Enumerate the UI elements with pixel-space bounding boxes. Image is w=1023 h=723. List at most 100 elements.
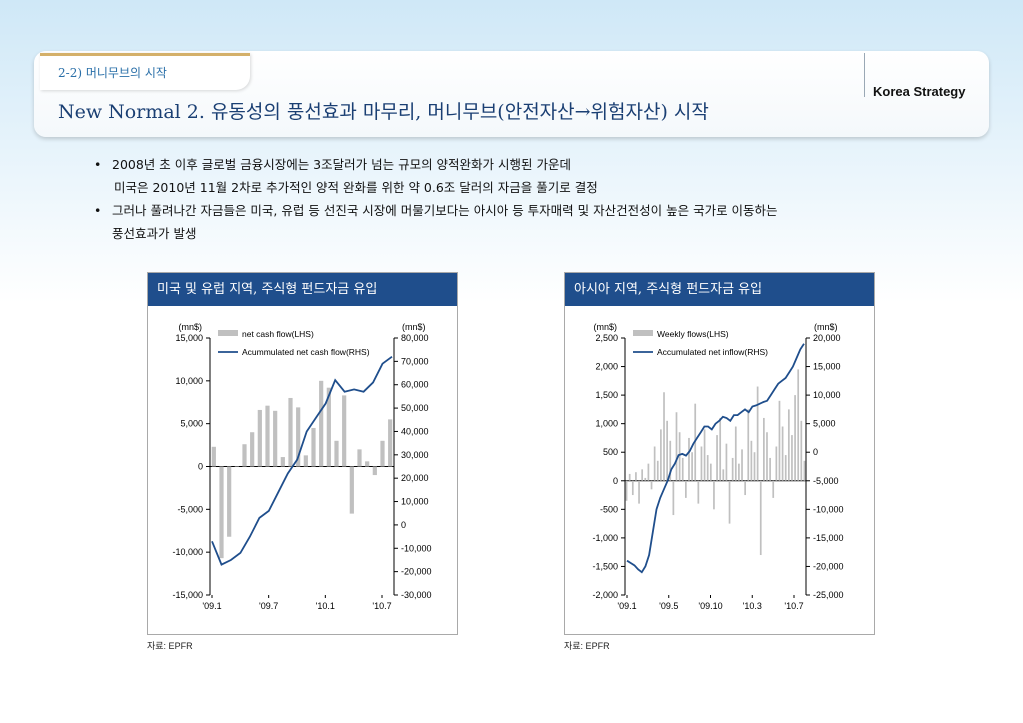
- bar: [747, 409, 750, 481]
- bar: [731, 457, 734, 481]
- section-tab: [40, 53, 250, 90]
- bar: [296, 407, 301, 467]
- bar: [326, 387, 331, 467]
- y-right-tick-label: -15,000: [813, 533, 844, 543]
- bar: [303, 455, 308, 467]
- header-divider: [864, 53, 865, 97]
- page-title: New Normal 2. 유동성의 풍선효과 마무리, 머니무브(안전자산→위…: [58, 101, 709, 123]
- bar: [653, 446, 656, 481]
- bar: [349, 466, 354, 514]
- bullet-list: • 2008년 초 이후 글로벌 금융시장에는 3조달러가 넘는 규모의 양적완…: [94, 153, 974, 245]
- bar: [666, 420, 668, 481]
- y-left-tick-label: 5,000: [180, 419, 203, 429]
- bar: [784, 455, 787, 481]
- y-right-tick-label: 0: [401, 520, 406, 530]
- bar: [775, 446, 778, 481]
- y-left-tick-label: 0: [198, 462, 203, 472]
- bar: [766, 432, 768, 481]
- bar: [242, 444, 247, 467]
- source-note: 자료: EPFR: [564, 641, 610, 651]
- bar: [787, 409, 790, 481]
- bullet-line: 그러나 풀려나간 자금들은 미국, 유럽 등 선진국 시장에 머물기보다는 아시…: [112, 203, 778, 218]
- y-right-tick-label: 20,000: [401, 473, 429, 483]
- bar: [728, 480, 731, 524]
- bar: [227, 466, 232, 537]
- x-tick-label: '09.5: [659, 601, 678, 611]
- bar: [719, 417, 722, 481]
- bar: [638, 480, 640, 504]
- bar: [769, 457, 771, 481]
- bar: [684, 480, 687, 498]
- bar: [744, 480, 747, 496]
- bar: [273, 410, 278, 467]
- bar: [265, 405, 270, 467]
- bar: [288, 397, 293, 467]
- legend-label: Accumulated net inflow(RHS): [657, 347, 768, 357]
- bar: [713, 480, 715, 510]
- y-right-unit: (mn$): [814, 322, 838, 332]
- bar: [669, 440, 672, 481]
- y-right-tick-label: 60,000: [401, 380, 429, 390]
- bar: [663, 392, 665, 481]
- bar: [319, 380, 324, 467]
- bar: [342, 395, 347, 467]
- x-tick-label: '09.1: [617, 601, 636, 611]
- bar: [380, 440, 385, 467]
- bar: [706, 455, 709, 481]
- bar: [234, 466, 239, 467]
- y-left-tick-label: -2,000: [592, 590, 618, 600]
- y-right-tick-label: -5,000: [813, 476, 839, 486]
- y-right-tick-label: -20,000: [813, 561, 844, 571]
- bar: [759, 480, 762, 556]
- bar: [697, 480, 700, 504]
- bar: [650, 480, 653, 490]
- y-left-tick-label: -5,000: [177, 504, 203, 514]
- bar: [656, 460, 659, 481]
- bar: [791, 435, 793, 481]
- bullet-line: 풍선효과가 발생: [112, 226, 197, 241]
- bar: [803, 460, 806, 481]
- y-left-tick-label: 2,500: [595, 333, 618, 343]
- bar: [753, 452, 756, 481]
- legend-label: net cash flow(LHS): [242, 329, 314, 339]
- x-tick-label: '10.1: [316, 601, 335, 611]
- bar: [280, 457, 285, 467]
- y-right-tick-label: -20,000: [401, 567, 432, 577]
- x-tick-label: '09.7: [259, 601, 278, 611]
- y-left-tick-label: -1,000: [592, 533, 618, 543]
- chart-us-europe: (mn$) (mn$)15,00010,0005,0000-5,000-10,00…: [172, 322, 432, 611]
- brand-label: Korea Strategy: [873, 84, 966, 99]
- bar: [691, 452, 693, 481]
- bar: [372, 466, 377, 476]
- y-right-tick-label: 15,000: [813, 362, 841, 372]
- source-note: 자료: EPFR: [147, 641, 193, 651]
- bar: [750, 440, 753, 481]
- bullet-dot: •: [94, 203, 102, 218]
- y-left-tick-label: -1,500: [592, 561, 618, 571]
- chart-title: 아시아 지역, 주식형 펀드자금 유입: [565, 273, 874, 306]
- bar: [681, 457, 684, 481]
- bullet-item: • 그러나 풀려나간 자금들은 미국, 유럽 등 선진국 시장에 머물기보다는 …: [94, 199, 974, 245]
- y-left-tick-label: -10,000: [172, 547, 203, 557]
- bar: [635, 472, 637, 481]
- y-right-tick-label: -25,000: [813, 590, 844, 600]
- bar: [672, 480, 675, 516]
- bar: [678, 432, 681, 481]
- y-right-tick-label: 70,000: [401, 356, 429, 366]
- bar: [738, 463, 740, 481]
- y-left-unit: (mn$): [593, 322, 617, 332]
- x-tick-label: '09.10: [698, 601, 722, 611]
- y-left-tick-label: 1,000: [595, 419, 618, 429]
- bar: [357, 449, 362, 467]
- legend-bar-swatch: [633, 330, 653, 336]
- bar: [763, 417, 765, 481]
- legend-bar-swatch: [218, 330, 238, 336]
- bullet-line: 미국은 2010년 11월 2차로 추가적인 양적 완화를 위한 약 0.6조 …: [114, 180, 598, 195]
- bar: [716, 435, 718, 481]
- y-right-tick-label: -30,000: [401, 590, 432, 600]
- bar: [709, 463, 712, 481]
- bar: [641, 469, 644, 481]
- bullet-line: 2008년 초 이후 글로벌 금융시장에는 3조달러가 넘는 규모의 양적완화가…: [112, 157, 571, 172]
- y-left-tick-label: 10,000: [175, 376, 203, 386]
- y-left-tick-label: 0: [613, 476, 618, 486]
